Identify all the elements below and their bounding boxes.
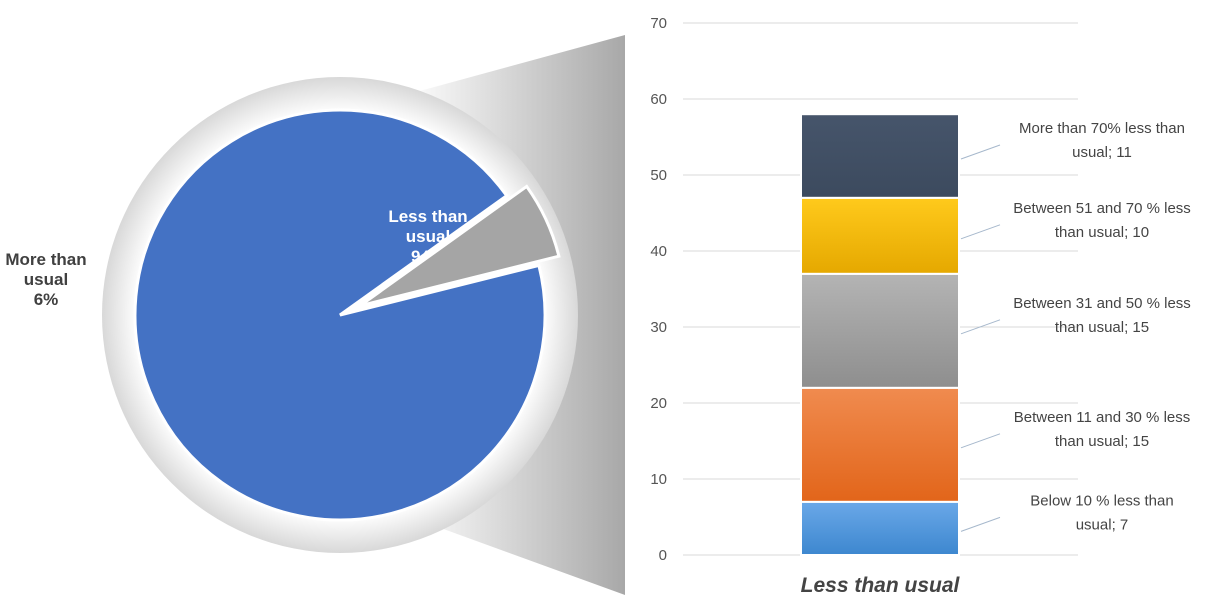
leader-line-0: [960, 516, 1001, 532]
pie-slice-label-0: Less thanusual94%: [388, 207, 467, 266]
x-category-label: Less than usual: [801, 574, 961, 597]
y-tick-label: 40: [650, 243, 667, 260]
pie-slice-1: [359, 184, 561, 308]
label-line: 6%: [34, 290, 59, 309]
leader-line-2: [960, 319, 1001, 335]
label-line: Less than: [388, 207, 467, 226]
label-line: than usual; 15: [1055, 433, 1149, 450]
label-line: usual; 7: [1076, 516, 1129, 533]
label-line: usual: [24, 270, 68, 289]
y-tick-label: 60: [650, 91, 667, 108]
stacked-bar-chart: 0 10 20 30 40 50 60 70 Below 10 % less than usual…: [650, 15, 1191, 597]
label-line: More than: [5, 250, 86, 269]
leader-line-3: [960, 224, 1001, 240]
y-tick-label: 70: [650, 15, 667, 32]
label-line: Between 51 and 70 % less: [1013, 200, 1191, 217]
bar-segment-label-2: Between 31 and 50 % less than usual; 15: [1013, 295, 1191, 336]
leader-line-1: [960, 433, 1001, 449]
y-tick-label: 10: [650, 471, 667, 488]
y-tick-label: 20: [650, 395, 667, 412]
bar-segment-2: [800, 272, 960, 389]
pie-slice-0: [133, 108, 547, 522]
bar-segment-4: [800, 113, 960, 199]
label-line: Below 10 % less than: [1030, 492, 1173, 509]
bar-segment-1: [800, 386, 960, 503]
pie-slice-label-1: More than usual 6%: [5, 250, 86, 309]
label-line: than usual; 15: [1055, 319, 1149, 336]
label-line: More than 70% less than: [1019, 120, 1185, 137]
bar-segment-3: [800, 196, 960, 275]
bar-segment-label-3: Between 51 and 70 % less than usual; 10: [1013, 200, 1191, 241]
label-line: usual; 11: [1072, 144, 1132, 161]
label-line: Between 31 and 50 % less: [1013, 295, 1191, 312]
bar-segment-label-1: Between 11 and 30 % less than usual; 15: [1014, 409, 1191, 450]
bar-segment-label-0: Below 10 % less than usual; 7: [1030, 492, 1173, 533]
y-tick-label: 0: [659, 547, 667, 564]
bar-segment-label-4: More than 70% less than usual; 11: [1019, 120, 1185, 161]
y-tick-label: 50: [650, 167, 667, 184]
bar-segment-0: [800, 500, 960, 556]
y-tick-label: 30: [650, 319, 667, 336]
label-line: usual: [406, 227, 450, 246]
label-line: than usual; 10: [1055, 224, 1149, 241]
label-line: Between 11 and 30 % less: [1014, 409, 1191, 426]
leader-line-4: [960, 144, 1001, 160]
